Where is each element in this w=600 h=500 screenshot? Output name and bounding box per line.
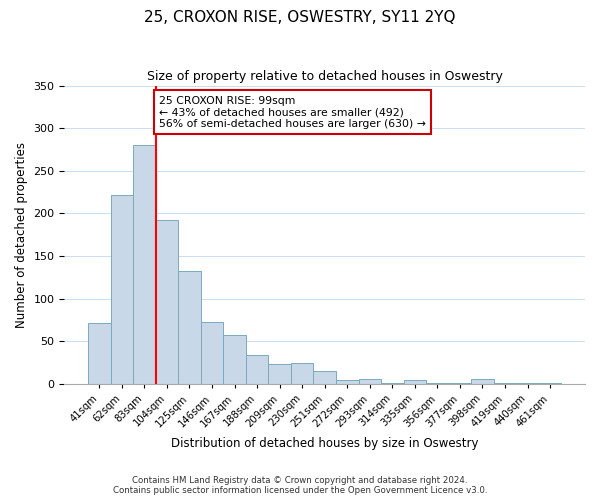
Bar [381, 383, 404, 384]
Text: 25 CROXON RISE: 99sqm
← 43% of detached houses are smaller (492)
56% of semi-det: 25 CROXON RISE: 99sqm ← 43% of detached … [159, 96, 426, 129]
Bar [291, 362, 313, 384]
Bar [201, 322, 223, 384]
X-axis label: Distribution of detached houses by size in Oswestry: Distribution of detached houses by size … [171, 437, 478, 450]
Bar [133, 145, 155, 384]
Title: Size of property relative to detached houses in Oswestry: Size of property relative to detached ho… [147, 70, 503, 83]
Bar [494, 383, 516, 384]
Bar [155, 220, 178, 384]
Bar [178, 270, 201, 384]
Bar [404, 380, 426, 384]
Bar [336, 380, 359, 384]
Bar [516, 383, 539, 384]
Text: Contains HM Land Registry data © Crown copyright and database right 2024.
Contai: Contains HM Land Registry data © Crown c… [113, 476, 487, 495]
Text: 25, CROXON RISE, OSWESTRY, SY11 2YQ: 25, CROXON RISE, OSWESTRY, SY11 2YQ [144, 10, 456, 25]
Bar [471, 379, 494, 384]
Bar [539, 383, 562, 384]
Bar [268, 364, 291, 384]
Bar [246, 355, 268, 384]
Bar [223, 334, 246, 384]
Bar [359, 379, 381, 384]
Bar [426, 383, 449, 384]
Bar [449, 383, 471, 384]
Bar [88, 324, 110, 384]
Y-axis label: Number of detached properties: Number of detached properties [15, 142, 28, 328]
Bar [110, 194, 133, 384]
Bar [313, 371, 336, 384]
